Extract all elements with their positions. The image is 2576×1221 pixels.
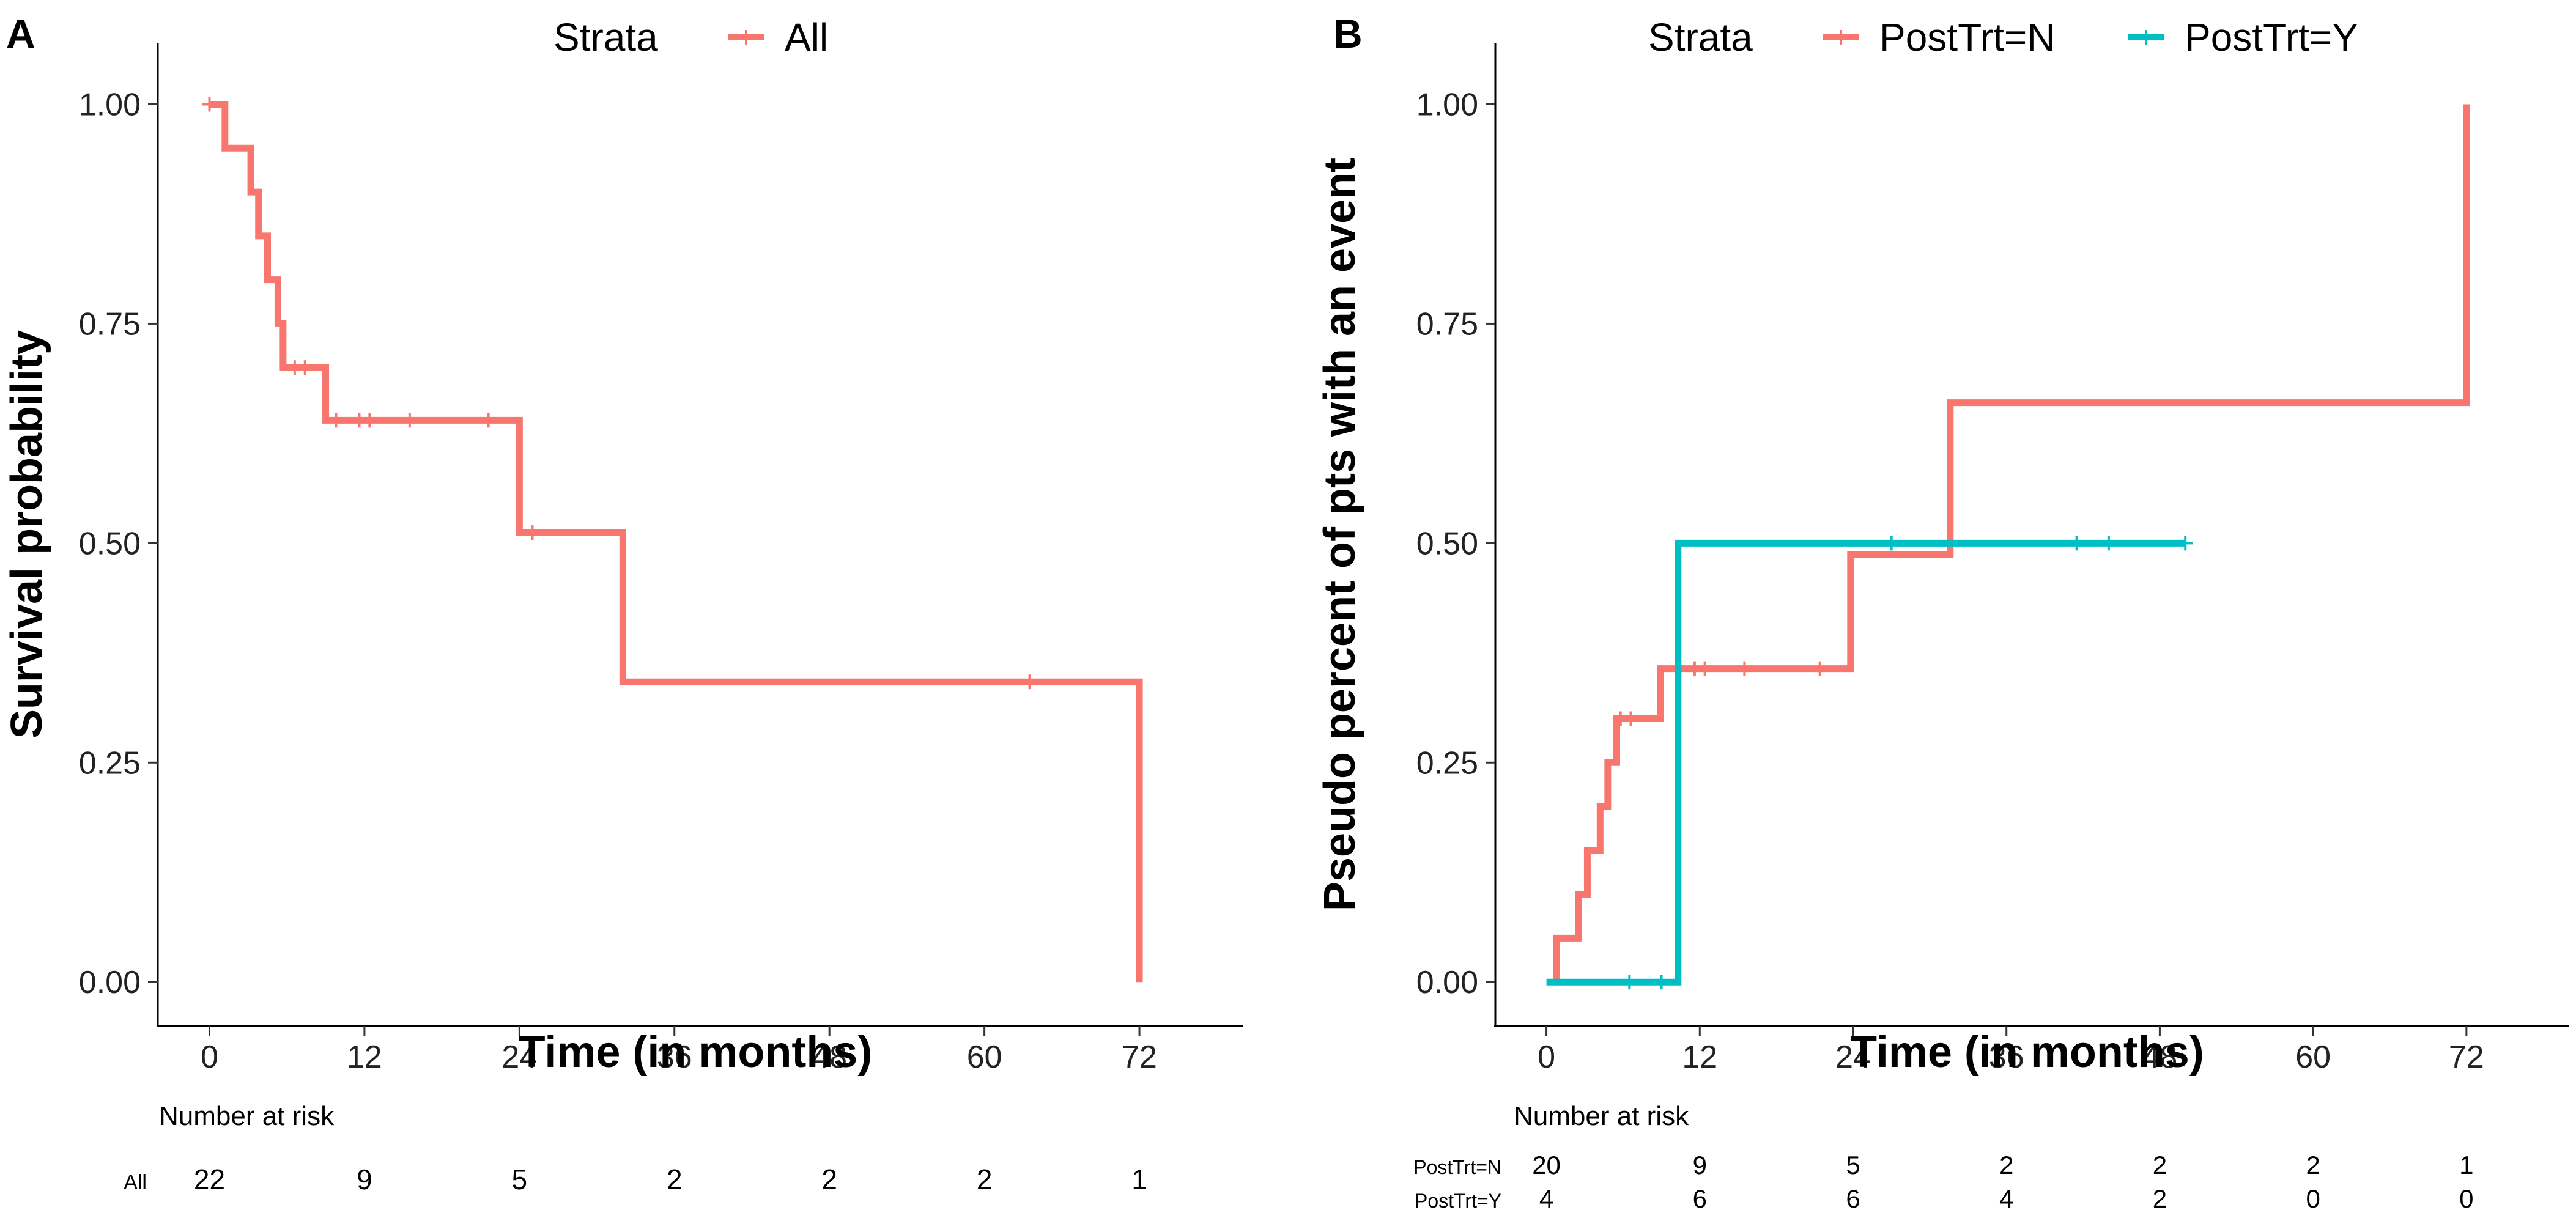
series-line-0 — [209, 101, 1143, 983]
y-axis-title: Pseudo percent of pts with an event — [1316, 158, 1364, 911]
risk-table-title: Number at risk — [159, 1101, 335, 1131]
x-tick-label: 48 — [2142, 1039, 2178, 1075]
legend: Strata All — [553, 15, 828, 59]
legend-title: Strata — [1648, 15, 1753, 59]
y-tick-label: 0.50 — [79, 526, 141, 561]
y-tick-label: 0.75 — [1416, 306, 1478, 342]
x-tick-label: 12 — [347, 1039, 382, 1075]
y-tick-label: 0.25 — [1416, 745, 1478, 781]
risk-count: 9 — [1693, 1151, 1707, 1179]
y-tick-label: 0.50 — [1416, 526, 1478, 561]
risk-count: 1 — [2459, 1151, 2473, 1179]
series-line-0 — [1553, 104, 2470, 983]
panel-label: B — [1333, 11, 1363, 56]
x-tick-label: 24 — [1835, 1039, 1871, 1075]
risk-count: 2 — [2306, 1151, 2320, 1179]
legend-entry-1: PostTrt=Y — [2185, 15, 2358, 59]
x-tick-label: 60 — [2295, 1039, 2331, 1075]
risk-count: 5 — [1846, 1151, 1860, 1179]
risk-count: 5 — [512, 1164, 528, 1195]
series-line-1 — [1546, 539, 2186, 986]
legend-entry-0: All — [785, 15, 828, 59]
risk-table-title: Number at risk — [1514, 1101, 1689, 1131]
x-tick-label: 0 — [201, 1039, 218, 1075]
panel-label: A — [6, 11, 35, 56]
x-tick-label: 24 — [502, 1039, 537, 1075]
x-tick-label: 72 — [2449, 1039, 2484, 1075]
y-tick-label: 1.00 — [79, 87, 141, 123]
risk-count: 4 — [1999, 1184, 2013, 1213]
x-tick-label: 0 — [1538, 1039, 1555, 1075]
legend-entry-0: PostTrt=N — [1879, 15, 2055, 59]
x-tick-label: 60 — [967, 1039, 1002, 1075]
risk-count: 6 — [1846, 1184, 1860, 1213]
series-0 — [1553, 104, 2470, 983]
risk-count: 0 — [2459, 1184, 2473, 1213]
legend: Strata PostTrt=N PostTrt=Y — [1648, 15, 2358, 59]
risk-count: 2 — [977, 1164, 993, 1195]
x-tick-label: 48 — [812, 1039, 847, 1075]
y-tick-label: 0.00 — [1416, 965, 1478, 1000]
risk-count: 2 — [821, 1164, 837, 1195]
x-tick-label: 12 — [1682, 1039, 1717, 1075]
y-axis-title: Survival probability — [2, 330, 51, 739]
series-1 — [1546, 536, 2193, 990]
risk-count: 2 — [2153, 1151, 2167, 1179]
x-tick-label: 36 — [657, 1039, 692, 1075]
risk-count: 2 — [1999, 1151, 2013, 1179]
series-0 — [202, 97, 1143, 983]
y-tick-label: 0.25 — [79, 745, 141, 781]
risk-count: 0 — [2306, 1184, 2320, 1213]
x-axis-title: Time (in months) — [519, 1028, 873, 1077]
risk-count: 22 — [194, 1164, 225, 1195]
risk-count: 9 — [357, 1164, 372, 1195]
y-tick-label: 0.00 — [79, 965, 141, 1000]
x-tick-label: 36 — [1989, 1039, 2024, 1075]
risk-count: 6 — [1693, 1184, 1707, 1213]
y-tick-label: 0.75 — [79, 306, 141, 342]
risk-row-label: PostTrt=Y — [1415, 1190, 1501, 1212]
risk-row-label: All — [124, 1171, 147, 1194]
risk-count: 4 — [1539, 1184, 1553, 1213]
risk-count: 2 — [667, 1164, 683, 1195]
x-axis-title: Time (in months) — [1850, 1028, 2204, 1077]
panel-b: B Strata PostTrt=N PostTrt=Y 0.00 0.25 0.50 0.7… — [1316, 11, 2569, 1213]
y-tick-label: 1.00 — [1416, 87, 1478, 123]
x-tick-label: 72 — [1122, 1039, 1157, 1075]
risk-count: 1 — [1131, 1164, 1147, 1195]
risk-row-label: PostTrt=N — [1413, 1156, 1501, 1178]
risk-count: 20 — [1532, 1151, 1561, 1179]
legend-title: Strata — [553, 15, 658, 59]
risk-count: 2 — [2153, 1184, 2167, 1213]
